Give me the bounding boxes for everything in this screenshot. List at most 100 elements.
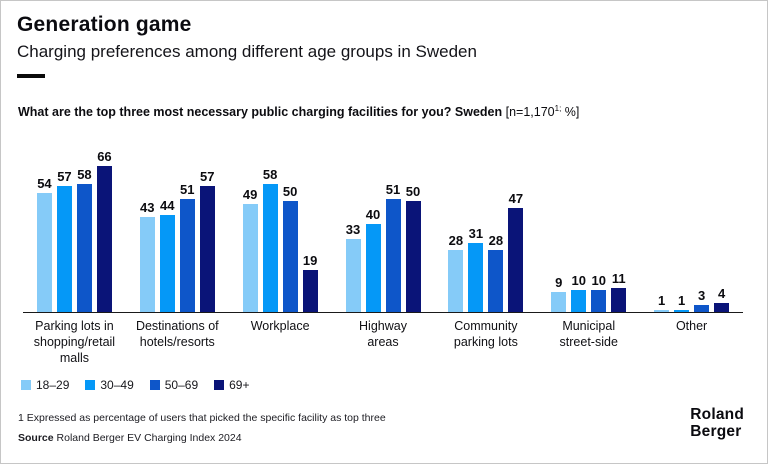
bar-value-label: 50 [282,184,298,199]
roland-berger-logo: Roland Berger [690,406,744,440]
bar [302,270,318,312]
bar-value-label: 28 [488,233,504,248]
category-label: Other [675,319,708,333]
bar-value-label: 43 [140,200,155,215]
bar-wrap: 50 [405,184,421,312]
bar-value-label: 54 [37,176,52,191]
bar-wrap: 57 [56,169,72,312]
bar [405,201,421,312]
bar-value-label: 50 [405,184,421,199]
bar-wrap: 54 [36,176,52,312]
bar [694,305,710,312]
bar [262,184,278,312]
bar [139,217,155,312]
bar [345,239,361,312]
bar-value-label: 10 [591,273,606,288]
bar-wrap: 50 [282,184,298,312]
logo-line-2: Berger [690,422,742,440]
bar [76,184,92,312]
bar-value-label: 51 [385,182,401,197]
bar-chart: 54 57 58 66 43 44 51 57 49 58 50 19 33 40 51 50 28 31 28 47… [23,149,743,366]
bar-wrap: 58 [76,167,92,312]
bar-value-label: 51 [180,182,195,197]
bar [488,250,504,312]
bar-value-label: 57 [200,169,215,184]
bar-wrap: 51 [385,182,401,312]
source-text: Roland Berger EV Charging Index 2024 [53,432,242,444]
category-label: Community parking lots [453,319,518,349]
sample-size-open: [n=1,170 [505,105,555,119]
bar-value-label: 33 [345,222,361,237]
bar-wrap: 44 [159,198,175,312]
bar-wrap: 66 [96,149,112,312]
bar-value-label: 19 [302,253,318,268]
bar-wrap: 57 [199,169,215,312]
bar-wrap: 4 [714,286,730,312]
bar-wrap: 1 [674,293,690,312]
legend-label: 69+ [229,378,250,392]
bar-wrap: 10 [571,273,587,312]
footnote-marker: 1; [554,103,562,113]
legend-swatch [21,380,31,390]
bar [385,199,401,312]
bar-wrap: 33 [345,222,361,312]
question-text: What are the top three most necessary pu… [18,105,506,119]
bar [56,186,72,312]
bar-wrap: 49 [242,187,258,312]
source-line: Source Roland Berger EV Charging Index 2… [18,432,242,444]
sample-size: [n=1,1701; %] [505,103,580,119]
bar-value-label: 10 [571,273,586,288]
bar-value-label: 3 [697,288,706,303]
title-accent-dash [17,74,45,78]
bar [242,204,258,312]
bar [282,201,298,312]
bar-value-label: 57 [57,169,72,184]
bar-wrap: 40 [365,207,381,312]
bar-value-label: 1 [657,293,666,308]
bar [591,290,607,312]
bar-value-label: 40 [365,207,381,222]
bar [571,290,587,312]
bar-value-label: 49 [242,187,258,202]
bar-value-label: 28 [448,233,464,248]
bar [468,243,484,312]
category-label: Destinations of hotels/resorts [135,319,219,349]
bar-wrap: 58 [262,167,278,312]
category-labels: Parking lots in shopping/retail malls Des… [23,318,743,366]
source-label: Source [18,432,54,444]
bar [159,215,175,312]
category-label: Municipal street-side [559,319,618,349]
chart-question: What are the top three most necessary pu… [18,103,580,119]
header: Generation game Charging preferences amo… [17,13,477,78]
bar [365,224,381,312]
legend-label: 18–29 [36,378,70,392]
legend-item: 30–49 [85,378,134,392]
bar-wrap: 51 [179,182,195,312]
legend-swatch [214,380,225,390]
sample-size-close: %] [561,105,580,119]
bar-wrap: 3 [694,288,710,312]
bar-wrap: 28 [448,233,464,312]
bar-wrap: 11 [611,271,627,312]
chart-legend: 18–29 30–49 50–69 69+ [21,378,249,392]
logo-line-1: Roland [690,406,744,423]
bar [36,193,52,312]
bar [96,166,112,312]
bar-value-label: 9 [555,275,563,290]
bar-value-label: 1 [677,293,686,308]
bar-group: 28 31 28 47 [434,150,537,312]
bar [199,186,215,312]
bar-value-label: 31 [468,226,484,241]
bar-value-label: 47 [508,191,524,206]
bar-value-label: 11 [611,271,626,286]
bar-value-label: 4 [717,286,726,301]
bar-group: 54 57 58 66 [23,149,126,312]
page-subtitle: Charging preferences among different age… [17,42,477,61]
bar-group: 9 10 10 11 [537,150,640,312]
category-label: Highway areas [359,319,407,349]
legend-item: 69+ [214,378,249,392]
legend-swatch [85,380,96,390]
bar-wrap: 1 [654,293,670,312]
